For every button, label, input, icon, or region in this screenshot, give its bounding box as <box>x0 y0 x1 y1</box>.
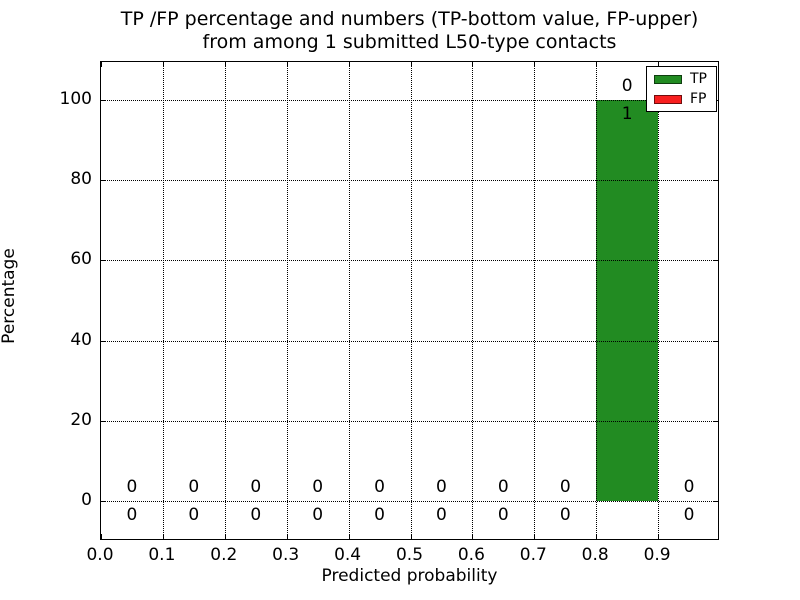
y-tick-mark <box>101 420 106 422</box>
x-tick-label: 0.6 <box>457 545 485 565</box>
x-tick-label: 0.1 <box>148 545 176 565</box>
v-gridline <box>348 62 350 539</box>
x-tick-mark <box>286 534 288 539</box>
x-tick-mark <box>101 534 102 539</box>
h-gridline <box>101 100 718 102</box>
v-gridline <box>162 62 164 539</box>
x-tick-mark-top <box>101 62 102 67</box>
x-tick-mark <box>410 534 412 539</box>
tp-count-label: 0 <box>312 504 324 525</box>
y-tick-mark-right <box>713 180 718 182</box>
legend-row-fp: FP <box>654 92 707 106</box>
x-tick-mark-top <box>162 62 164 67</box>
tp-bar <box>596 100 659 501</box>
legend-label-tp: TP <box>690 71 707 87</box>
x-tick-mark <box>162 534 164 539</box>
fp-count-label: 0 <box>559 476 571 497</box>
v-gridline <box>472 62 474 539</box>
y-tick-label: 100 <box>59 89 92 110</box>
x-tick-mark-top <box>286 62 288 67</box>
x-tick-mark-top <box>596 62 598 67</box>
chart-title-line1: TP /FP percentage and numbers (TP-bottom… <box>120 8 699 30</box>
y-tick-mark <box>101 500 106 502</box>
tp-count-label: 0 <box>250 504 262 525</box>
chart-title-line2: from among 1 submitted L50-type contacts <box>202 31 617 53</box>
y-tick-mark-right <box>713 340 718 342</box>
x-tick-label: 0.2 <box>210 545 238 565</box>
fp-count-label: 0 <box>126 476 138 497</box>
y-tick-mark <box>101 340 106 342</box>
fp-count-label: 0 <box>374 476 385 497</box>
y-tick-mark <box>101 180 106 182</box>
y-tick-mark <box>101 100 106 102</box>
tp-count-label: 0 <box>126 504 138 525</box>
tp-count-label: 0 <box>188 504 200 525</box>
x-tick-mark-top <box>224 62 226 67</box>
y-tick-mark-right <box>713 500 718 502</box>
fp-count-label: 0 <box>250 476 262 497</box>
x-tick-mark <box>348 534 350 539</box>
y-tick-label: 80 <box>70 169 92 190</box>
x-tick-mark-top <box>348 62 350 67</box>
tp-count-label: 0 <box>374 504 385 525</box>
plot-area: 0 0 0 0 0 0 0 0 0 0 0 0 0 0 0 0 1 0 0 0 <box>100 61 719 540</box>
y-tick-label: 60 <box>70 249 92 270</box>
fp-count-label: 0 <box>497 476 509 497</box>
x-tick-mark <box>534 534 536 539</box>
legend-row-tp: TP <box>654 72 707 86</box>
x-tick-mark-top <box>410 62 412 67</box>
x-tick-mark <box>224 534 226 539</box>
x-tick-label: 0.7 <box>519 545 547 565</box>
fp-swatch-icon <box>654 94 682 104</box>
tp-swatch-icon <box>654 74 682 84</box>
y-tick-mark <box>101 260 106 262</box>
x-tick-mark <box>596 534 598 539</box>
h-gridline <box>101 340 718 342</box>
h-gridline <box>101 500 718 502</box>
y-tick-label: 0 <box>81 489 92 510</box>
legend-label-fp: FP <box>690 91 707 107</box>
x-tick-label: 0.9 <box>643 545 671 565</box>
tp-count-label: 0 <box>683 504 695 525</box>
v-gridline <box>534 62 536 539</box>
v-gridline <box>224 62 226 539</box>
fp-count-label: 0 <box>312 476 324 497</box>
v-gridline <box>410 62 412 539</box>
legend: TP FP <box>646 66 717 112</box>
x-axis-label: Predicted probability <box>321 566 498 586</box>
fp-count-label: 0 <box>188 476 200 497</box>
y-tick-mark-right <box>713 260 718 262</box>
tp-count-label: 1 <box>621 104 633 125</box>
tp-count-label: 0 <box>436 504 447 525</box>
fp-count-label: 0 <box>683 476 695 497</box>
x-tick-mark-top <box>472 62 474 67</box>
h-gridline <box>101 420 718 422</box>
fp-count-label: 0 <box>436 476 447 497</box>
x-tick-label: 0.4 <box>334 545 362 565</box>
v-gridline <box>596 62 598 539</box>
v-gridline <box>286 62 288 539</box>
x-tick-mark <box>472 534 474 539</box>
h-gridline <box>101 180 718 182</box>
x-tick-mark-top <box>534 62 536 67</box>
chart-title: TP /FP percentage and numbers (TP-bottom… <box>100 8 719 54</box>
y-tick-label: 20 <box>70 409 92 430</box>
x-tick-mark <box>658 534 660 539</box>
x-tick-label: 0.5 <box>395 545 424 565</box>
v-gridline <box>658 62 660 539</box>
tp-count-label: 0 <box>497 504 509 525</box>
fp-count-label: 0 <box>621 76 633 97</box>
h-gridline <box>101 260 718 262</box>
tp-count-label: 0 <box>559 504 571 525</box>
x-tick-label: 0.3 <box>272 545 300 565</box>
y-axis-label: Percentage <box>0 248 19 344</box>
y-tick-label: 40 <box>70 329 92 350</box>
x-tick-label: 0.0 <box>86 545 114 565</box>
y-tick-mark-right <box>713 420 718 422</box>
x-tick-label: 0.8 <box>581 545 609 565</box>
x-tick-mark-top <box>658 62 660 67</box>
